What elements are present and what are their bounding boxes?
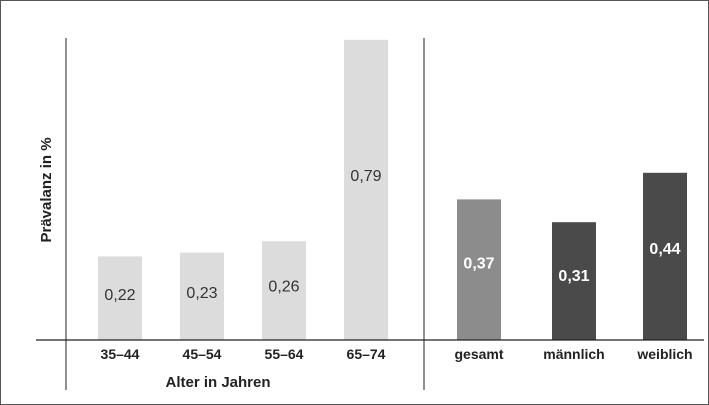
bar-35-44 xyxy=(98,256,142,340)
bar-45-54 xyxy=(180,252,224,340)
labels-layer: 0,22 35–44 0,23 45–54 0,26 55–64 0,79 65–74 0,37… xyxy=(101,168,693,362)
tick-label-35-44: 35–44 xyxy=(101,346,140,362)
bar-weiblich xyxy=(643,172,687,340)
bar-55-64 xyxy=(262,241,306,340)
bars-layer xyxy=(98,39,687,341)
data-label-männlich: 0,31 xyxy=(558,268,589,285)
tick-label-gesamt: gesamt xyxy=(454,346,503,362)
data-label-55-64: 0,26 xyxy=(268,279,299,296)
bar-65-74 xyxy=(344,39,388,341)
data-label-35-44: 0,22 xyxy=(104,287,135,304)
tick-label-weiblich: weiblich xyxy=(636,346,692,362)
tick-label-55-64: 55–64 xyxy=(265,346,304,362)
data-label-45-54: 0,23 xyxy=(186,285,217,302)
data-label-65-74: 0,79 xyxy=(350,168,381,185)
x-axis-title: Alter in Jahren xyxy=(165,374,270,391)
y-axis-title: Prävalanz in % xyxy=(38,137,55,242)
tick-label-männlich: männlich xyxy=(543,346,604,362)
tick-label-45-54: 45–54 xyxy=(183,346,222,362)
data-label-gesamt: 0,37 xyxy=(463,256,494,273)
bar-männlich xyxy=(552,222,596,340)
tick-label-65-74: 65–74 xyxy=(347,346,386,362)
bar-gesamt xyxy=(457,199,501,340)
data-label-weiblich: 0,44 xyxy=(649,241,680,258)
